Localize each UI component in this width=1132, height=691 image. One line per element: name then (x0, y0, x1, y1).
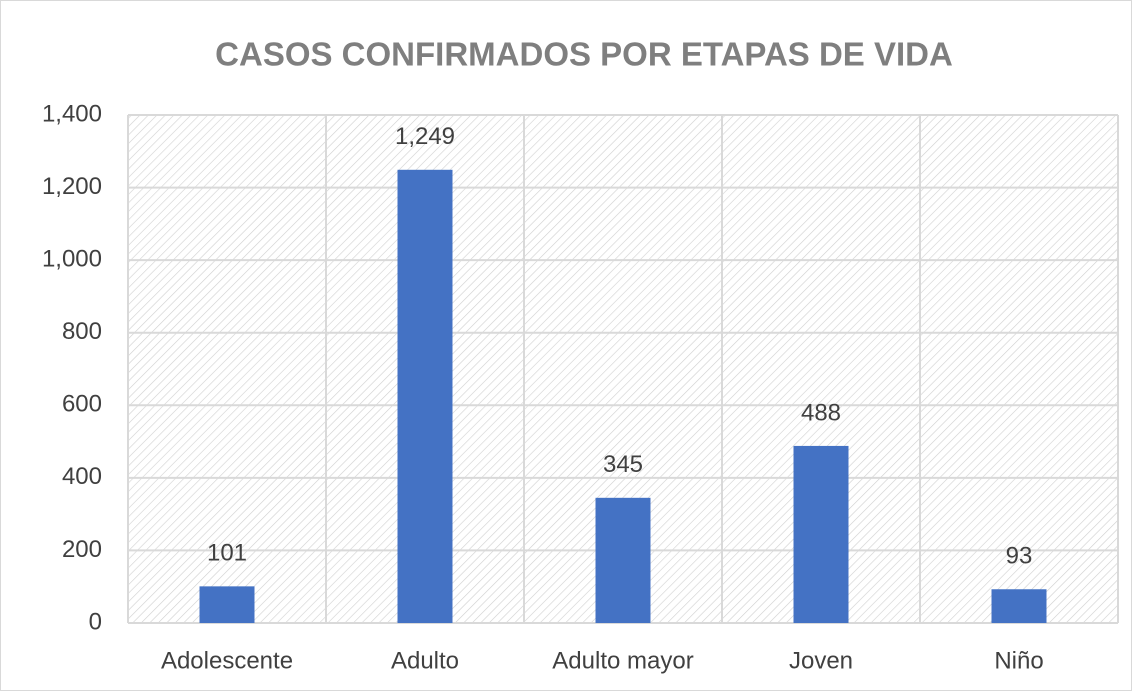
y-tick-label: 600 (62, 391, 102, 418)
chart-title: CASOS CONFIRMADOS POR ETAPAS DE VIDA (215, 36, 953, 73)
y-tick-label: 200 (62, 536, 102, 563)
bar (991, 589, 1047, 623)
bar (397, 169, 453, 623)
value-label: 93 (1006, 543, 1033, 570)
x-tick-label: Adulto (391, 647, 459, 674)
bar (595, 497, 651, 623)
y-tick-label: 0 (89, 608, 102, 635)
value-label: 345 (603, 451, 643, 478)
y-tick-label: 1,200 (42, 173, 102, 200)
x-tick-label: Niño (994, 647, 1043, 674)
value-label: 101 (207, 540, 247, 567)
y-tick-label: 1,400 (42, 100, 102, 127)
bar (793, 445, 849, 623)
bar (199, 586, 255, 623)
x-tick-label: Adulto mayor (552, 647, 693, 674)
y-tick-label: 400 (62, 463, 102, 490)
y-tick-label: 1,000 (42, 245, 102, 272)
value-label: 488 (801, 399, 841, 426)
value-label: 1,249 (395, 123, 455, 150)
x-tick-label: Adolescente (161, 647, 293, 674)
x-tick-label: Joven (789, 647, 853, 674)
y-tick-label: 800 (62, 318, 102, 345)
